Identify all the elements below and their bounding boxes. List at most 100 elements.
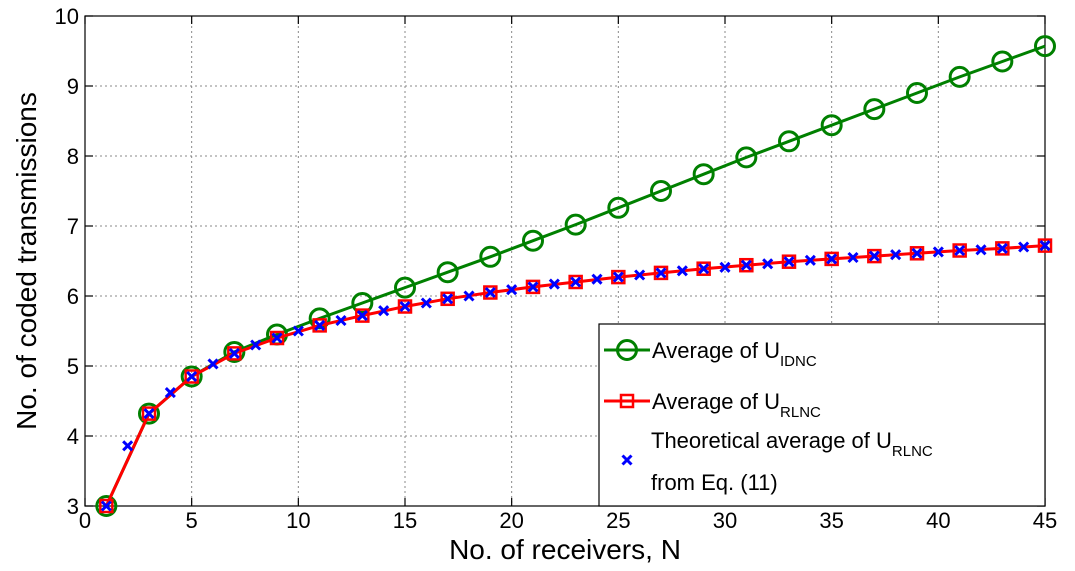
data-point — [568, 274, 583, 290]
data-point — [506, 284, 518, 296]
data-point — [909, 246, 925, 261]
data-point — [996, 242, 1008, 254]
data-point — [824, 251, 839, 267]
data-point — [314, 319, 326, 331]
data-point — [479, 245, 502, 268]
data-point — [527, 281, 539, 293]
data-point — [484, 286, 496, 299]
x-tick-label: 45 — [1033, 508, 1057, 533]
data-point — [995, 241, 1010, 256]
data-point — [184, 369, 199, 384]
y-tick-label: 9 — [67, 74, 79, 99]
data-point — [975, 244, 987, 256]
data-point — [1037, 238, 1053, 253]
data-point — [525, 279, 541, 295]
data-point — [650, 180, 672, 202]
y-tick-label: 4 — [67, 424, 79, 449]
x-tick-label: 25 — [606, 508, 630, 533]
data-point — [735, 146, 758, 169]
data-point — [99, 498, 114, 514]
data-point — [778, 130, 800, 153]
data-point — [570, 276, 582, 288]
data-point — [186, 370, 198, 383]
data-point — [355, 308, 370, 323]
data-point — [890, 249, 902, 261]
data-point — [522, 229, 544, 252]
data-point — [954, 244, 966, 257]
data-point — [911, 247, 923, 259]
data-point — [655, 267, 667, 279]
data-point — [740, 259, 752, 271]
legend-marker — [619, 393, 635, 409]
data-point — [292, 325, 304, 337]
data-point — [698, 263, 710, 275]
data-point — [634, 269, 646, 281]
data-point — [227, 346, 242, 361]
data-point — [228, 347, 240, 359]
data-point — [564, 213, 587, 236]
data-point — [141, 406, 157, 421]
data-point — [269, 330, 285, 346]
data-point — [436, 261, 459, 284]
data-point — [696, 261, 711, 276]
data-point — [308, 307, 331, 330]
data-point — [1018, 241, 1030, 253]
data-point — [612, 271, 624, 283]
data-point — [312, 318, 327, 333]
series-layer — [95, 35, 1056, 517]
data-point — [351, 292, 374, 314]
data-point — [95, 495, 118, 517]
series-1 — [95, 35, 1056, 517]
data-point — [420, 297, 432, 309]
legend-label-line2: from Eq. (11) — [651, 470, 778, 495]
data-point — [223, 341, 246, 363]
y-axis-label: No. of coded transmissions — [11, 92, 42, 430]
data-point — [394, 276, 416, 299]
x-axis-label: No. of receivers, N — [449, 534, 681, 565]
data-point — [1039, 240, 1051, 252]
data-point — [932, 246, 944, 258]
data-point — [1034, 35, 1056, 58]
data-point — [867, 248, 882, 264]
series-line — [104, 44, 1046, 507]
data-point — [868, 250, 880, 262]
data-point — [783, 256, 795, 268]
legend-marker — [616, 339, 638, 361]
x-tick-label: 35 — [819, 508, 843, 533]
data-point — [100, 500, 112, 512]
x-tick-label: 0 — [79, 508, 91, 533]
y-tick-label: 5 — [67, 354, 79, 379]
data-point — [591, 273, 603, 285]
data-point — [719, 261, 731, 273]
data-point — [397, 299, 413, 314]
y-tick-label: 6 — [67, 284, 79, 309]
x-tick-label: 40 — [926, 508, 950, 533]
data-point — [483, 285, 498, 300]
data-point — [378, 305, 390, 317]
data-point — [863, 98, 886, 121]
data-point — [739, 257, 754, 273]
data-point — [762, 258, 774, 270]
x-tick-label: 20 — [499, 508, 523, 533]
data-point — [440, 291, 455, 307]
data-point — [164, 387, 176, 399]
data-point — [653, 265, 669, 281]
data-point — [180, 365, 203, 388]
data-point — [611, 269, 626, 285]
y-tick-label: 10 — [55, 4, 79, 29]
y-tick-label: 8 — [67, 144, 79, 169]
data-point — [548, 278, 560, 290]
y-tick-label: 7 — [67, 214, 79, 239]
data-point — [250, 339, 262, 351]
data-point — [948, 65, 971, 88]
data-point — [692, 163, 715, 186]
series-3 — [100, 240, 1051, 512]
data-point — [781, 254, 797, 269]
data-point — [826, 253, 838, 265]
data-point — [906, 82, 928, 104]
legend-marker — [621, 454, 633, 466]
legend-box — [598, 323, 1046, 507]
data-point — [335, 314, 347, 327]
